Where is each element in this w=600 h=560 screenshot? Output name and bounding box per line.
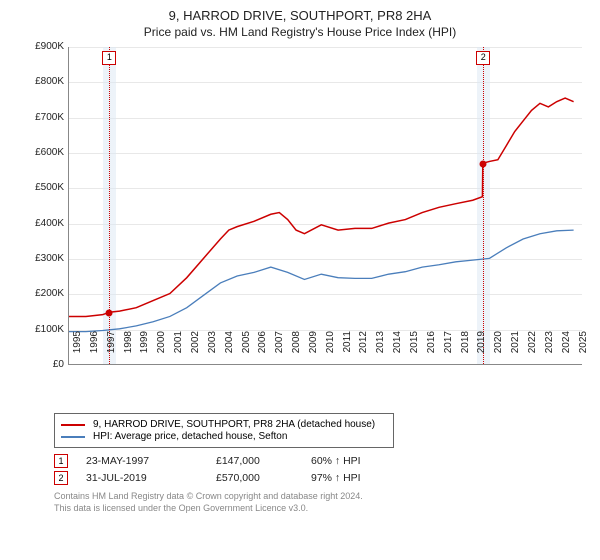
x-axis-label: 2025: [578, 331, 600, 371]
y-axis-label: £500K: [22, 182, 64, 193]
y-axis-label: £800K: [22, 76, 64, 87]
page-subtitle: Price paid vs. HM Land Registry's House …: [12, 25, 588, 39]
legend-item: 9, HARROD DRIVE, SOUTHPORT, PR8 2HA (det…: [61, 419, 387, 430]
y-axis-label: £600K: [22, 147, 64, 158]
sale-marker: 2: [476, 51, 490, 65]
y-axis-label: £100K: [22, 324, 64, 335]
footer-attribution: Contains HM Land Registry data © Crown c…: [54, 491, 588, 514]
sale-marker: 1: [102, 51, 116, 65]
y-axis-label: £400K: [22, 218, 64, 229]
y-axis-label: £900K: [22, 41, 64, 52]
y-axis-label: £700K: [22, 112, 64, 123]
price-chart: £0 £100K £200K £300K £400K £500K £600K £700K £80…: [22, 47, 582, 407]
y-axis-label: £300K: [22, 253, 64, 264]
y-axis-label: £0: [22, 359, 64, 370]
page-title: 9, HARROD DRIVE, SOUTHPORT, PR8 2HA: [12, 8, 588, 23]
y-axis-label: £200K: [22, 288, 64, 299]
sale-record: 231-JUL-2019£570,00097% ↑ HPI: [54, 471, 588, 485]
chart-legend: 9, HARROD DRIVE, SOUTHPORT, PR8 2HA (det…: [54, 413, 394, 448]
footer-line1: Contains HM Land Registry data © Crown c…: [54, 491, 588, 503]
footer-line2: This data is licensed under the Open Gov…: [54, 503, 588, 515]
legend-item: HPI: Average price, detached house, Seft…: [61, 431, 387, 442]
sale-record: 123-MAY-1997£147,00060% ↑ HPI: [54, 454, 588, 468]
